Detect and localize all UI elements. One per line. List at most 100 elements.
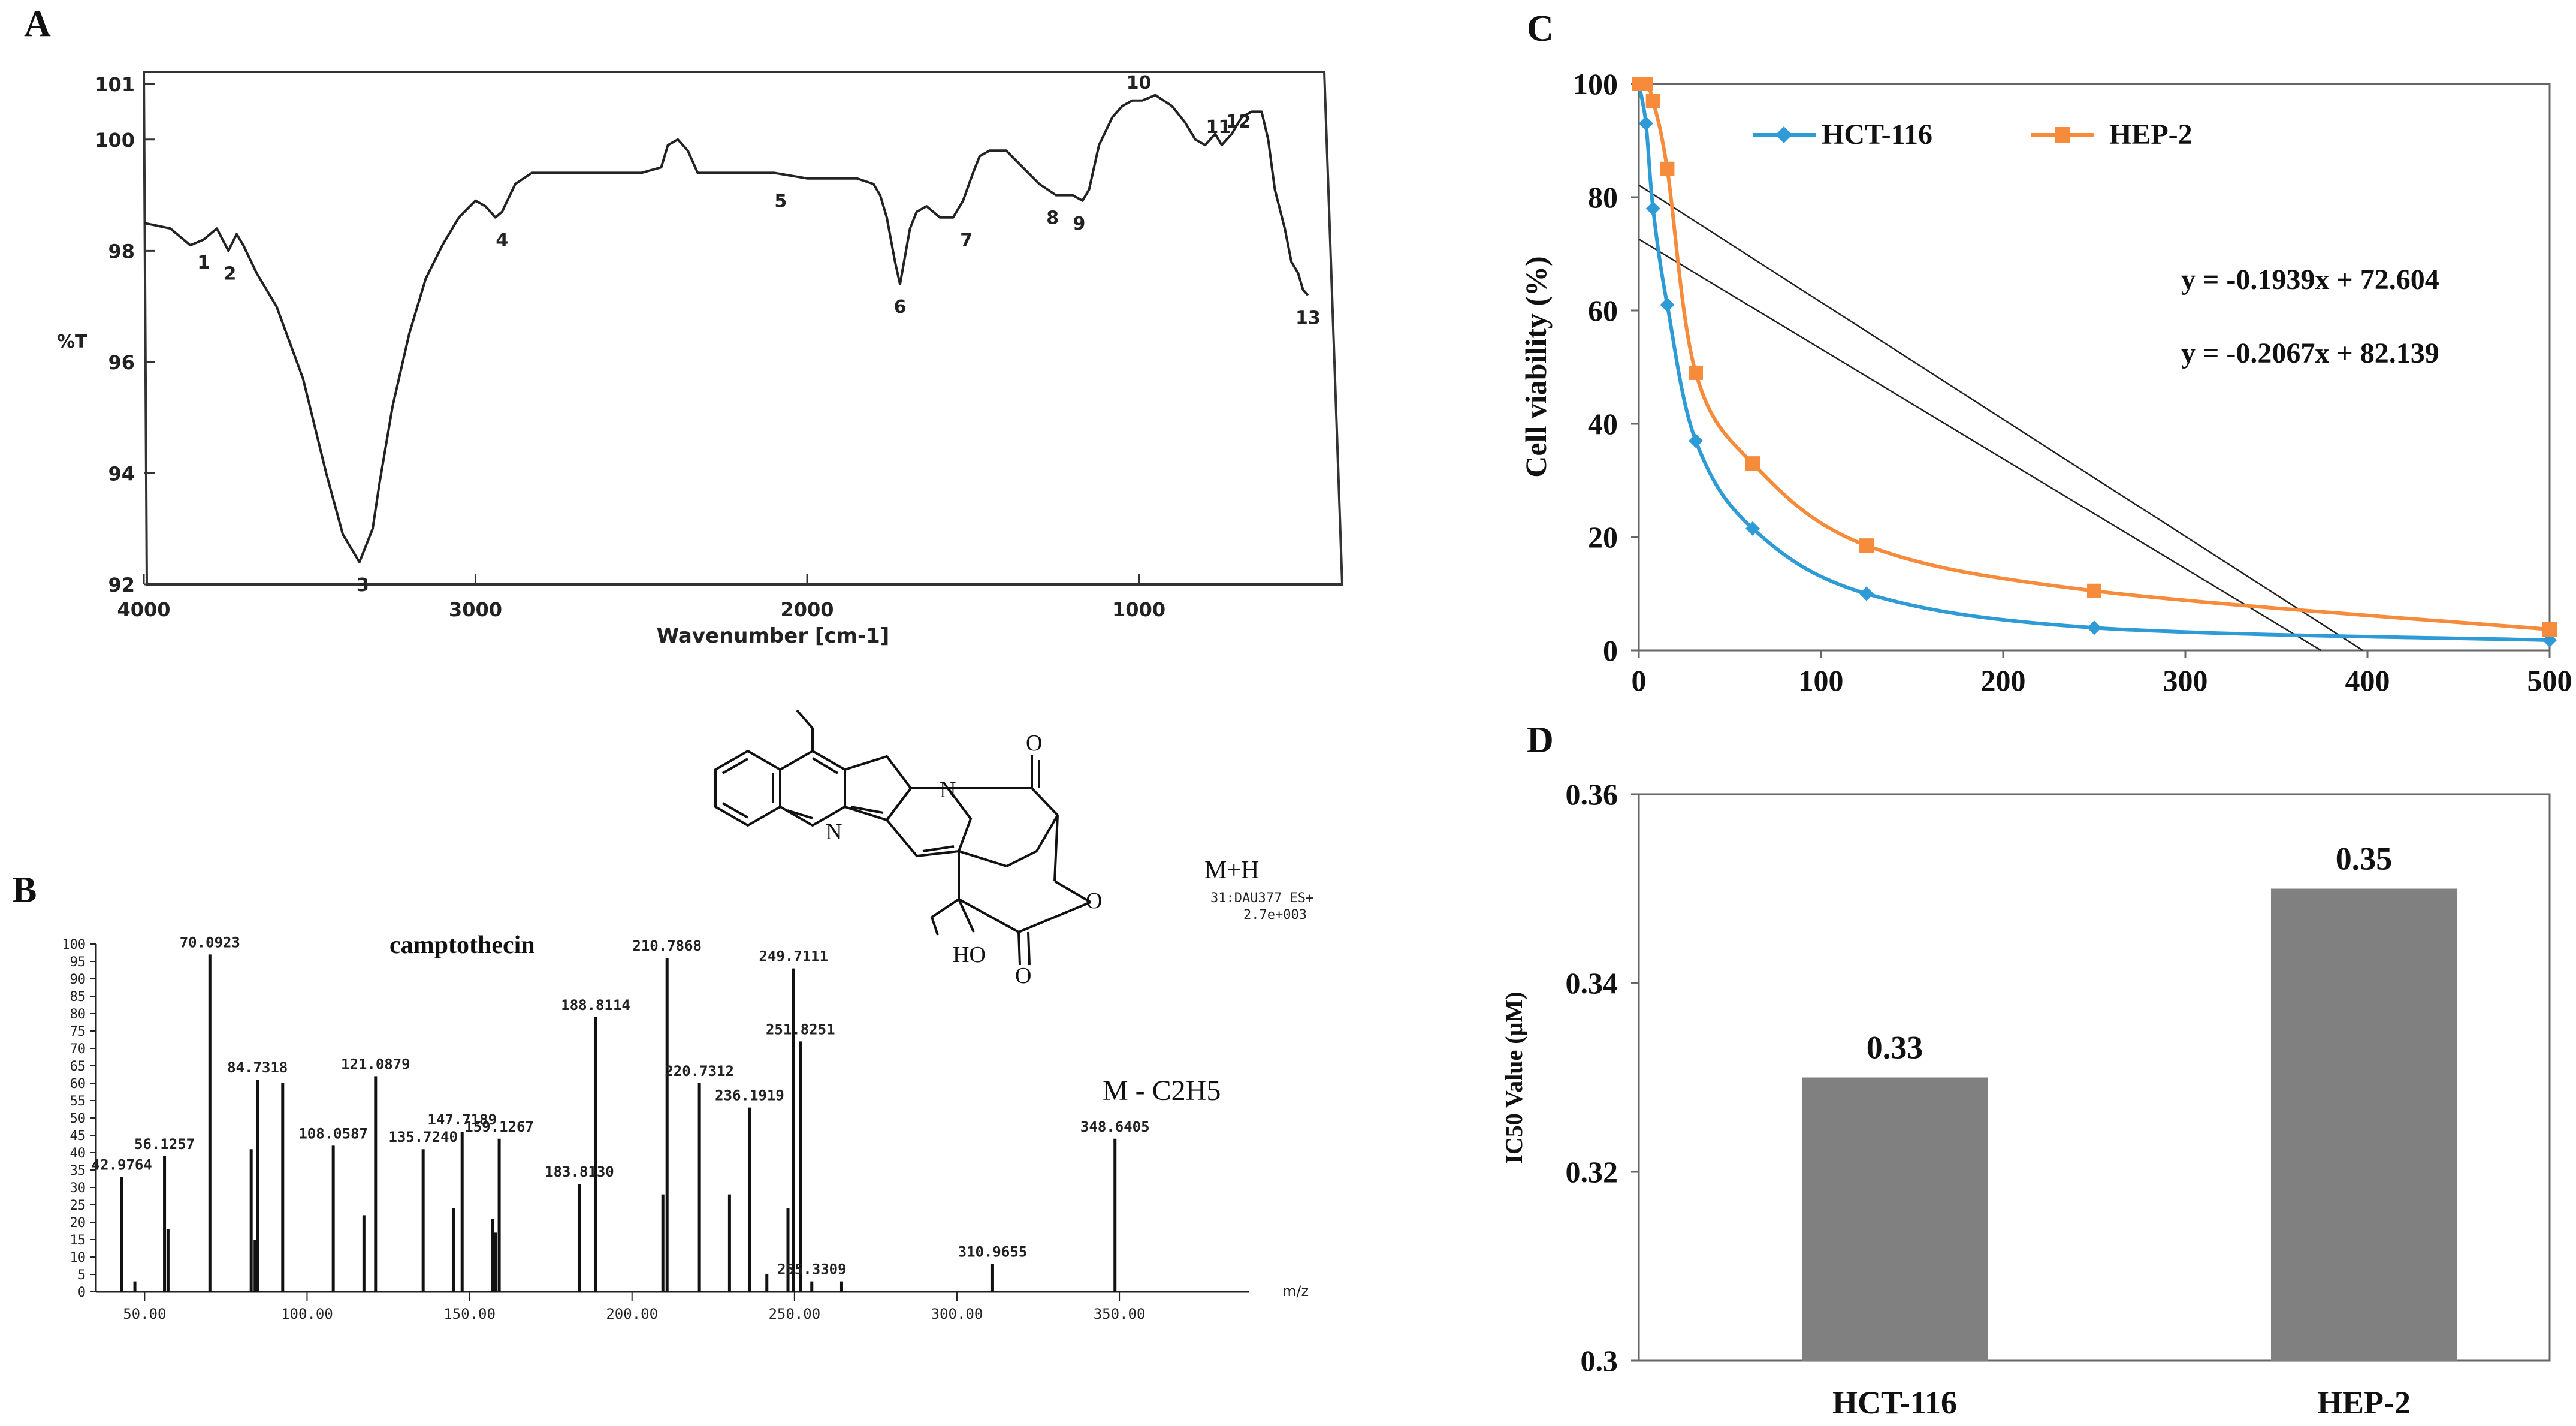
ic50-bar [2271, 888, 2457, 1361]
data-point-hep2 [1660, 161, 1675, 176]
ms-peak-label: 135.7240 [388, 1129, 458, 1145]
viability-y-tick-label: 0 [1603, 634, 1618, 667]
viability-series [1632, 77, 2557, 647]
ir-x-tick-label: 4000 [117, 598, 170, 621]
data-point-hct116 [1660, 297, 1675, 312]
ms-x-axis: 50.00 100.00 150.00 200.00 250.00 300.00 350.0… [123, 1292, 1145, 1322]
ms-x-tick-label: 150.00 [443, 1306, 496, 1322]
data-point-hep2 [1745, 456, 1760, 471]
ic50-value-label: 0.33 [1867, 1030, 1923, 1066]
ir-x-tick-label: 1000 [1112, 598, 1165, 621]
ms-y-tick-label: 75 [70, 1024, 86, 1039]
ms-peak-label: 108.0587 [298, 1125, 368, 1142]
ir-y-tick-label: 96 [108, 351, 135, 374]
ms-peak-label: 236.1919 [715, 1087, 784, 1104]
legend-label-hep2: HEP-2 [2109, 119, 2193, 150]
ir-peak-label: 7 [960, 230, 973, 251]
data-point-hct116 [1745, 521, 1760, 536]
ic50-plot-frame [1638, 793, 2551, 1362]
ms-y-tick-label: 65 [70, 1059, 86, 1074]
ms-peak-label: 121.0879 [341, 1056, 410, 1072]
annotation-scale: 2.7e+003 [1243, 908, 1307, 922]
ms-y-tick-label: 35 [70, 1163, 86, 1178]
viability-y-tick-label: 40 [1588, 407, 1618, 441]
ms-y-tick-label: 20 [70, 1216, 86, 1231]
ic50-y-tick-label: 0.36 [1566, 777, 1618, 811]
ir-y-tick-label: 98 [108, 240, 135, 263]
viability-x-axis: 0 100 200 300 400 500 [1632, 650, 2572, 697]
ms-y-tick-label: 25 [70, 1198, 86, 1213]
ms-y-tick-label: 30 [70, 1181, 86, 1196]
legend-marker-hct116 [1775, 126, 1792, 143]
ms-peak-label: 56.1257 [134, 1136, 195, 1153]
ic50-y-axis-label: IC50 Value (µM) [1500, 991, 1527, 1164]
ms-y-tick-label: 50 [70, 1111, 86, 1126]
data-point-hct116 [1689, 433, 1703, 448]
ir-peak-label: 11 [1206, 117, 1231, 138]
ir-y-tick-label: 100 [95, 129, 135, 152]
viability-x-tick-label: 400 [2345, 664, 2390, 697]
ir-spectrum-line [143, 94, 1309, 563]
annotation-m-plus-h: M+H [1204, 857, 1259, 884]
data-point-hep2 [1859, 538, 1874, 553]
ms-peak-label: 310.9655 [958, 1244, 1028, 1261]
ic50-bar [1802, 1077, 1988, 1361]
ms-x-tick-label: 100.00 [281, 1306, 333, 1322]
ir-x-axis-label: Wavenumber [cm-1] [657, 624, 890, 648]
viability-trendlines [1638, 184, 2363, 652]
data-point-hct116 [1645, 201, 1660, 216]
panel-label-b: B [12, 870, 37, 911]
ms-peak-label: 183.8130 [545, 1163, 614, 1180]
ms-peak-label: 188.8114 [561, 997, 630, 1014]
ir-x-tick-label: 2000 [781, 598, 834, 621]
viability-panel: 0 20 40 60 80 100 0 100 200 300 400 500 HCT-116 HE… [1519, 67, 2572, 697]
ic50-y-tick-label: 0.34 [1566, 966, 1618, 1000]
viability-x-tick-label: 0 [1632, 664, 1647, 697]
ms-peak-label: 42.9764 [92, 1157, 152, 1174]
ms-peak-label: 159.1267 [464, 1119, 534, 1135]
ir-x-axis: 4000 3000 2000 1000 [117, 574, 1165, 621]
ms-y-tick-label: 15 [70, 1233, 86, 1248]
data-point-hep2 [1689, 365, 1703, 380]
ms-y-tick-label: 85 [70, 990, 86, 1005]
ms-peak-label: 348.6405 [1080, 1119, 1150, 1135]
ms-x-tick-label: 200.00 [606, 1306, 658, 1322]
annotation-run-id: 31:DAU377 ES+ [1210, 891, 1313, 906]
panel-label-a: A [24, 4, 51, 44]
panel-label-d: D [1527, 720, 1554, 761]
structure-atom-n1: N [826, 819, 842, 845]
viability-x-tick-label: 100 [1799, 664, 1844, 697]
ms-x-tick-label: 350.00 [1094, 1306, 1146, 1322]
ic50-category-label: HCT-116 [1832, 1385, 1957, 1421]
ms-y-tick-label: 70 [70, 1042, 86, 1057]
data-point-hep2 [1638, 77, 1653, 91]
trendline [1638, 184, 2363, 652]
ir-peak-label: 4 [496, 230, 508, 251]
ir-peak-label: 12 [1226, 111, 1251, 132]
legend-label-hct116: HCT-116 [1822, 119, 1932, 150]
ir-y-tick-label: 101 [95, 73, 135, 96]
ms-y-tick-label: 80 [70, 1007, 86, 1022]
ms-x-tick-label: 250.00 [768, 1306, 820, 1322]
ic50-y-tick-label: 0.3 [1581, 1344, 1618, 1377]
ms-y-tick-label: 95 [70, 955, 86, 970]
data-point-hct116 [1638, 116, 1653, 131]
ms-peak-label: 210.7868 [632, 937, 702, 954]
ir-y-tick-label: 94 [108, 462, 135, 485]
ms-y-tick-label: 0 [78, 1285, 86, 1300]
panel-label-c: C [1527, 8, 1554, 49]
ms-peak-label: 255.3309 [777, 1261, 847, 1278]
ms-x-tick-label: 50.00 [123, 1306, 166, 1322]
viability-y-tick-label: 20 [1588, 520, 1618, 554]
viability-y-tick-label: 60 [1588, 294, 1618, 327]
viability-x-tick-label: 500 [2527, 664, 2572, 697]
viability-y-axis-label: Cell viability (%) [1519, 256, 1553, 477]
ir-peak-label: 8 [1046, 208, 1059, 229]
trendline-equation-1: y = -0.1939x + 72.604 [2181, 264, 2439, 296]
trendline [1638, 238, 2321, 652]
legend-marker-hep2 [2055, 127, 2070, 143]
ms-peak-label: 220.7312 [665, 1063, 734, 1080]
ms-y-tick-label: 60 [70, 1077, 86, 1092]
annotation-m-minus-c2h5: M - C2H5 [1103, 1075, 1221, 1107]
